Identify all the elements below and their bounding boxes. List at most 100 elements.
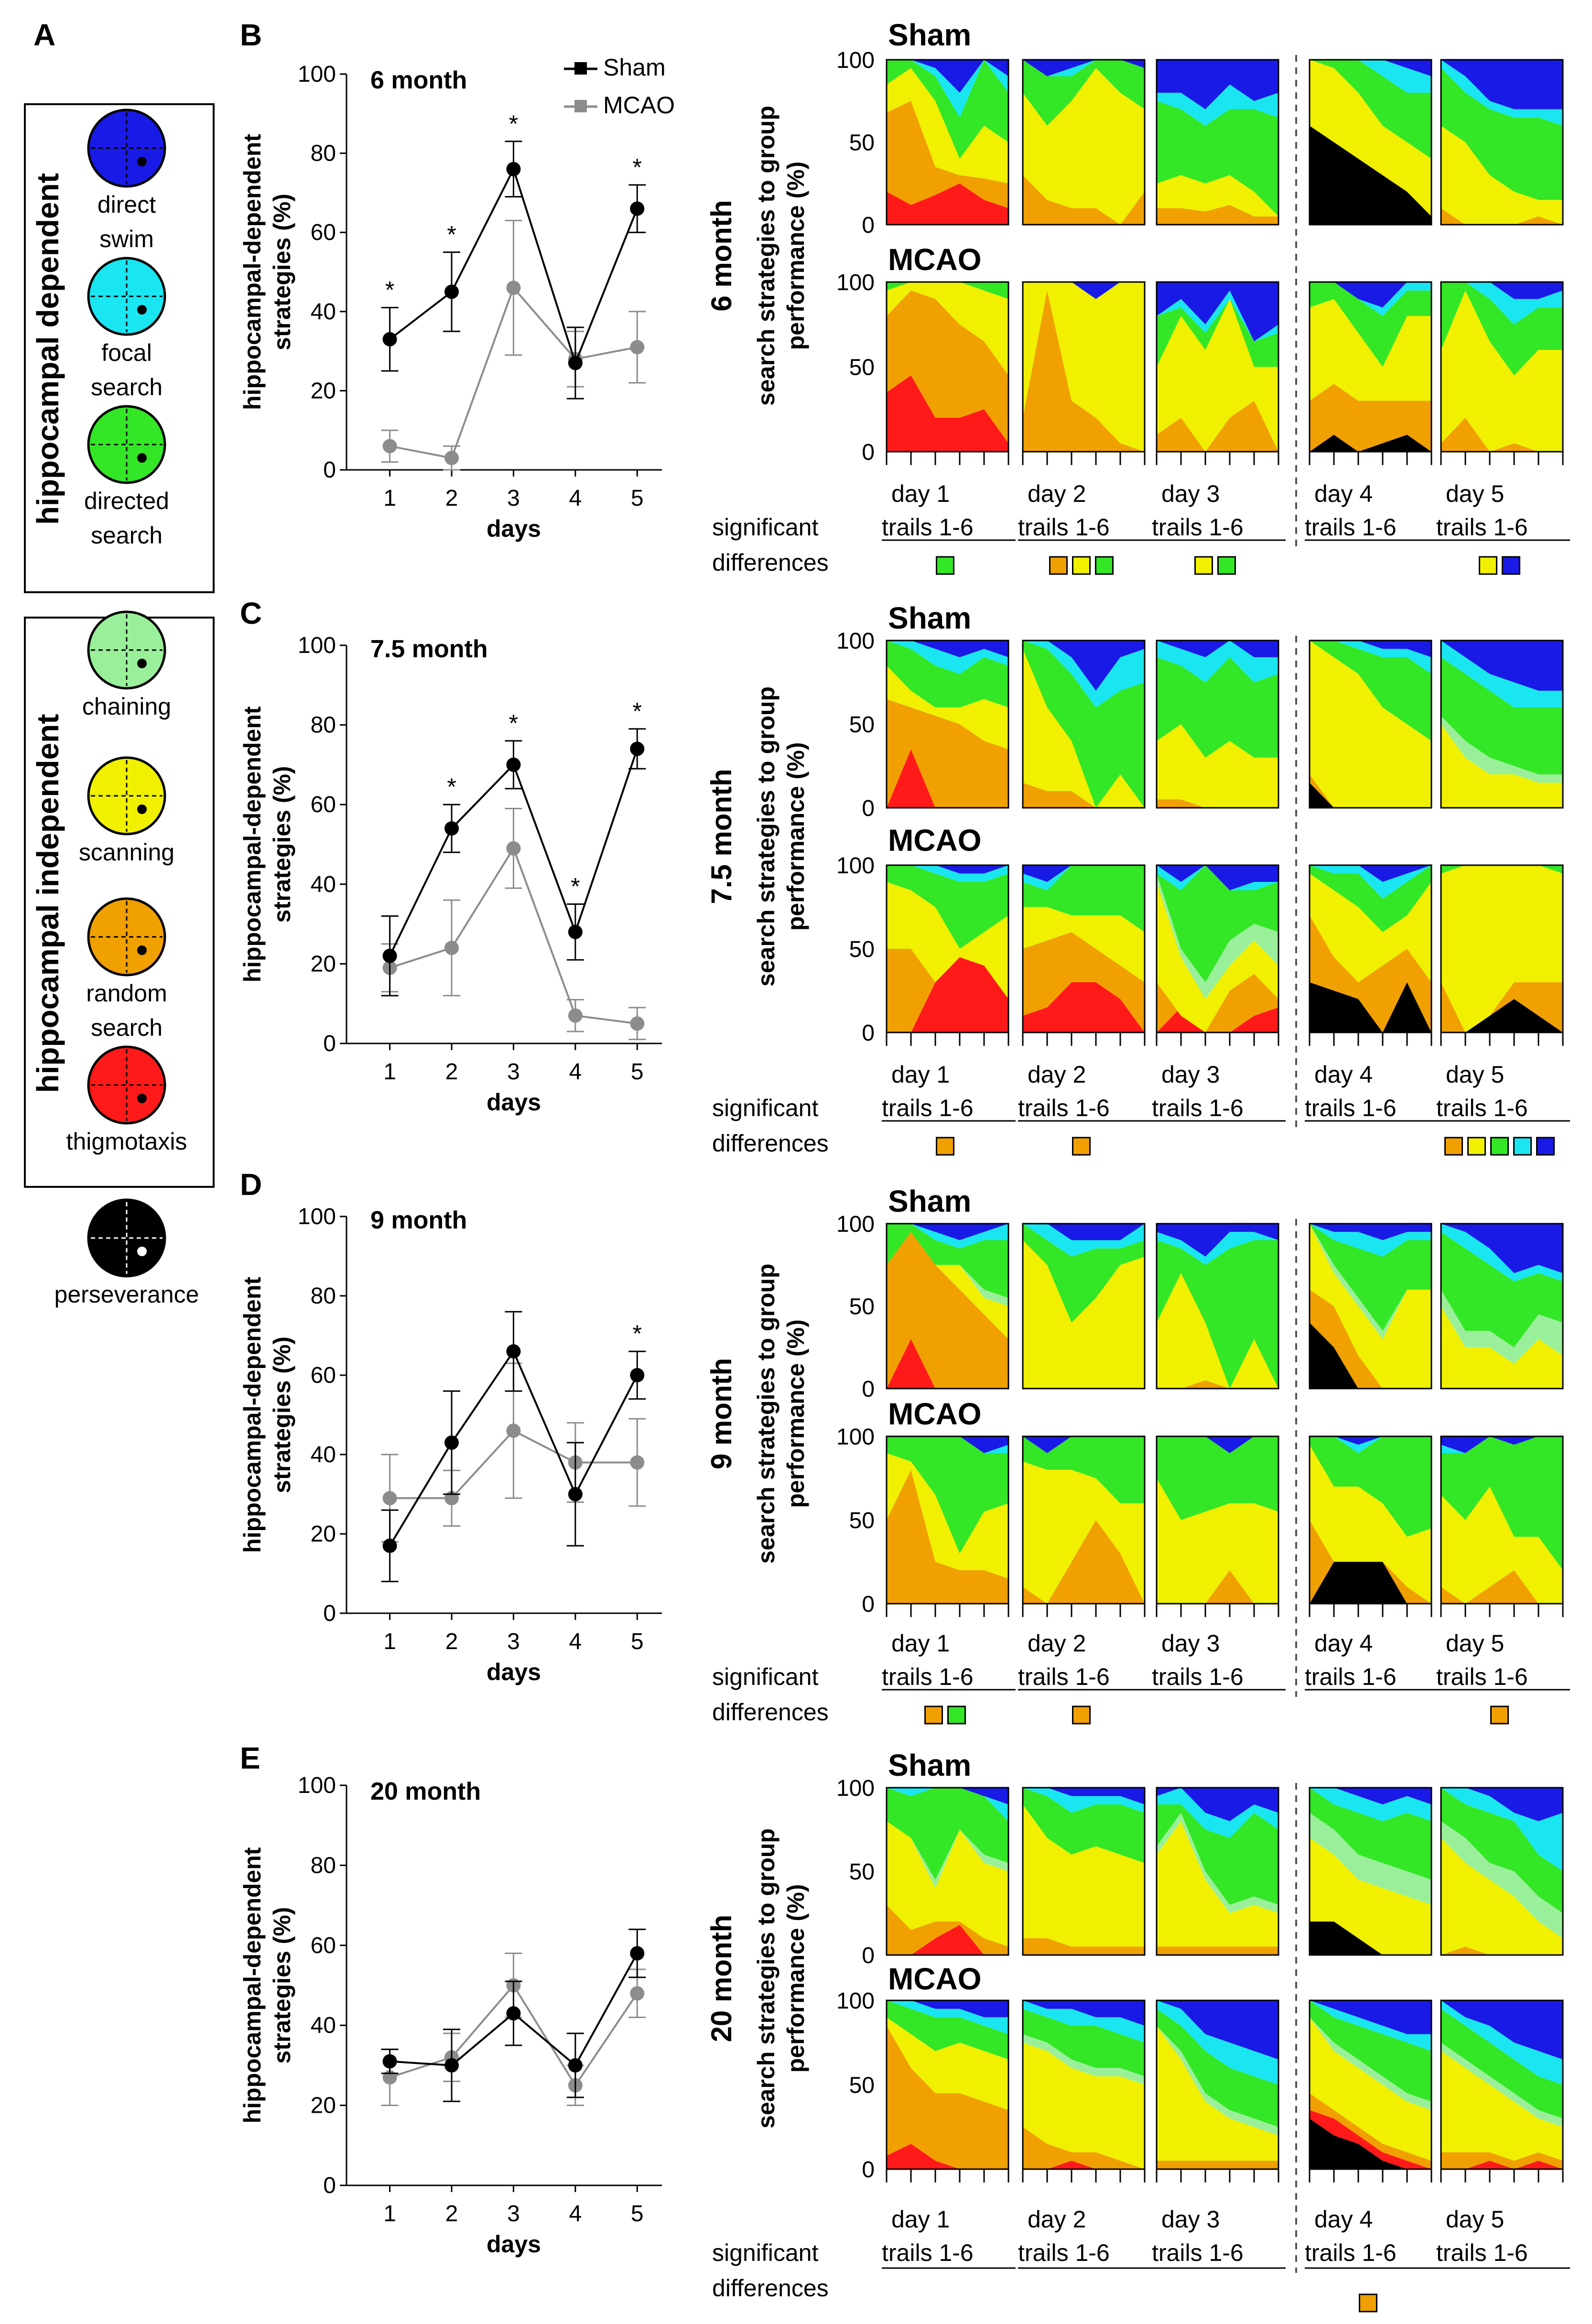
area-band-chaining <box>1441 716 1563 783</box>
day-axis-5: day 5 trails 1-6 <box>1436 2169 1570 2269</box>
area-band-scanning <box>1441 2051 1563 2161</box>
area-band-directed-search <box>887 865 1008 949</box>
area-band-directed-search <box>1310 1436 1431 1537</box>
area-band-scanning <box>1441 290 1563 452</box>
area-band-directed-search <box>887 2000 1008 2060</box>
area-chart-sham-day-1 <box>886 1787 1009 1956</box>
area-band-scanning <box>887 68 1008 184</box>
x-axis-title: days <box>487 1089 541 1116</box>
area-chart-frame <box>1156 281 1279 453</box>
strategy-label: perseverance <box>54 1281 199 1308</box>
area-band-direct-swim <box>1157 2000 1278 2060</box>
data-point <box>630 201 645 216</box>
area-chart-sham-day-4 <box>1309 1787 1432 1956</box>
panel-letter-c: C <box>240 596 262 630</box>
area-band-focal-search <box>1310 282 1431 316</box>
area-band-focal-search <box>1310 60 1431 93</box>
area-band-directed-search <box>887 282 1008 299</box>
area-band-direct-swim <box>1157 60 1278 109</box>
area-chart-frame <box>1309 864 1432 1033</box>
area-band-scanning <box>1023 68 1145 225</box>
area-chart-frame <box>1440 1787 1564 1956</box>
x-tick-label: 4 <box>569 1629 582 1654</box>
area-band-focal-search <box>1310 1788 1431 1821</box>
area-band-direct-swim <box>887 865 1008 874</box>
area-band-scanning <box>1023 1804 1145 1947</box>
area-band-thigmotaxis <box>887 375 1008 452</box>
area-y-tick-label: 100 <box>836 270 875 295</box>
significance-star: * <box>447 221 456 248</box>
area-band-direct-swim <box>1157 1436 1278 1453</box>
area-band-direct-swim <box>1310 641 1431 657</box>
y-tick-label: 40 <box>311 872 336 897</box>
y-tick-label: 20 <box>311 378 336 403</box>
area-band-chaining <box>1157 2025 1278 2136</box>
area-group-label-sham: Sham <box>888 601 971 635</box>
area-chart-sham-day-5 <box>1440 1787 1564 1956</box>
area-y-tick-label: 0 <box>862 1943 875 1968</box>
area-band-directed-search <box>1023 865 1145 932</box>
data-point <box>382 1491 397 1506</box>
area-band-thigmotaxis <box>887 957 1008 1032</box>
area-band-directed-search <box>1023 2009 1145 2076</box>
area-chart-frame <box>1440 1999 1564 2170</box>
area-band-random-search <box>887 1232 1008 1389</box>
area-band-focal-search <box>1310 1436 1431 1453</box>
strategy-item-focal-search: focal search <box>87 257 166 401</box>
icon-platform-dot <box>137 945 147 955</box>
significance-box-scanning <box>1479 556 1497 575</box>
trials-label: trails 1-6 <box>1305 514 1397 541</box>
area-band-chaining <box>1157 1813 1278 1913</box>
area-band-direct-swim <box>1023 2000 1145 2026</box>
area-band-direct-swim <box>1310 865 1431 882</box>
trials-label: trails 1-6 <box>882 1663 974 1690</box>
area-chart-frame <box>1309 1999 1432 2170</box>
x-tick-label: 3 <box>507 1629 520 1654</box>
area-y-tick-label: 50 <box>849 937 875 962</box>
significance-box-directed-search <box>1490 1137 1509 1156</box>
strategy-item-random-search: random search <box>86 897 167 1041</box>
area-band-scanning <box>1310 1444 1431 1604</box>
area-band-directed-search <box>1157 657 1278 758</box>
trials-label: trails 1-6 <box>1305 1095 1397 1121</box>
area-band-random-search <box>1157 205 1278 225</box>
x-tick-label: 5 <box>631 1059 644 1085</box>
panel-letter-b: B <box>240 18 262 52</box>
area-y-axis-title-line: search strategies to group <box>753 1264 780 1564</box>
y-tick-label: 40 <box>311 2013 336 2038</box>
area-month-label: 9 month <box>705 1358 737 1469</box>
area-band-directed-search <box>1441 1232 1563 1347</box>
area-band-chaining <box>887 1232 1008 1306</box>
area-band-scanning <box>1310 1838 1431 1955</box>
area-band-direct-swim <box>1441 1224 1563 1273</box>
area-band-perseverance <box>1310 782 1431 808</box>
y-axis-title-line: strategies (%) <box>269 1907 295 2064</box>
area-y-axis-title-line: search strategies to group <box>753 1828 780 2129</box>
area-band-direct-swim <box>887 1224 1008 1240</box>
significant-differences-label: significant differences <box>712 1095 829 1157</box>
area-band-direct-swim <box>1157 641 1278 657</box>
area-band-focal-search <box>887 641 1008 674</box>
significant-differences-label: significant differences <box>712 1663 829 1726</box>
day-label: day 1 <box>891 1630 950 1657</box>
strategy-item-direct-swim: direct swim <box>87 109 166 252</box>
day-label: day 5 <box>1446 1061 1504 1088</box>
area-band-random-search <box>1441 2152 1563 2169</box>
area-band-random-search <box>887 1905 1008 1955</box>
significance-star: * <box>633 154 642 181</box>
icon-platform-dot <box>137 1094 147 1103</box>
area-band-scanning <box>1157 1821 1278 1947</box>
area-chart-mcao-day-4 <box>1309 1435 1432 1605</box>
area-band-focal-search <box>1023 2000 1145 2043</box>
strategy-label: search <box>91 374 162 401</box>
day-label: day 1 <box>891 1061 950 1088</box>
area-band-random-search <box>887 2025 1008 2169</box>
y-axis-title: hippocampal-dependent strategies (%) <box>239 134 295 410</box>
y-tick-label: 100 <box>298 633 336 658</box>
trials-label: trails 1-6 <box>1152 1663 1244 1690</box>
day-axis-2: day 2 trails 1-6 <box>1018 1032 1152 1122</box>
icon-platform-dot <box>137 804 147 814</box>
area-band-focal-search <box>1441 282 1563 325</box>
area-band-direct-swim <box>1441 2000 1563 2060</box>
area-band-chaining <box>1441 1290 1563 1364</box>
